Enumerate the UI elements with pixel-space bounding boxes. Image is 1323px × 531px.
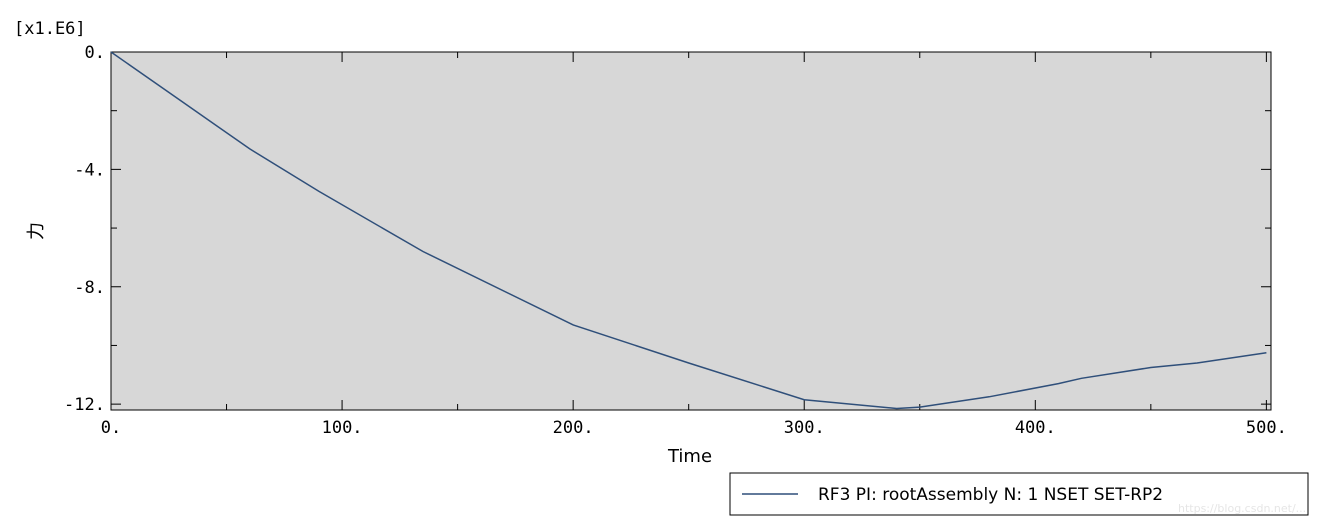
x-axis-title: Time xyxy=(667,446,712,467)
series-group xyxy=(110,51,1267,410)
y-tick-label: -4. xyxy=(74,160,105,180)
legend: RF3 PI: rootAssembly N: 1 NSET SET-RP2 xyxy=(729,472,1309,516)
plot-area xyxy=(110,51,1272,411)
x-tick-label: 300. xyxy=(784,418,825,438)
watermark: https://blog.csdn.net/... xyxy=(1178,502,1306,515)
x-tick-label: 200. xyxy=(553,418,594,438)
y-tick-label: -12. xyxy=(64,395,105,415)
legend-box xyxy=(729,472,1309,516)
x-tick-label: 0. xyxy=(101,418,121,438)
x-tick-label: 100. xyxy=(322,418,363,438)
legend-label: RF3 PI: rootAssembly N: 1 NSET SET-RP2 xyxy=(818,485,1163,505)
y-scale-label: [x1.E6] xyxy=(14,19,86,39)
series-line xyxy=(110,51,1267,410)
y-axis-title: 力 xyxy=(26,222,47,240)
y-tick-label: 0. xyxy=(85,43,105,63)
x-tick-label: 500. xyxy=(1246,418,1287,438)
y-tick-label: -8. xyxy=(74,278,105,298)
x-tick-label: 400. xyxy=(1015,418,1056,438)
y-ticks: 0. -4. -8. -12. xyxy=(64,43,1271,415)
x-ticks: 0. 100. 200. 300. 400. 500. xyxy=(101,52,1287,438)
